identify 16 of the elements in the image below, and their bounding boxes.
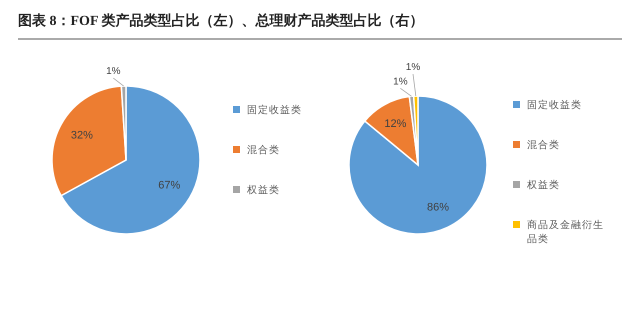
legend-label: 权益类 [526, 178, 560, 191]
legend-label: 权益类 [246, 184, 280, 196]
legend-label: 固定收益类 [247, 104, 302, 116]
data-label: 1% [106, 66, 121, 78]
legend-label: 混合类 [247, 144, 280, 156]
data-label: 32% [70, 130, 94, 142]
data-label: 1% [393, 76, 408, 88]
data-label: 1% [406, 62, 420, 74]
data-label: 86% [426, 201, 450, 214]
data-label: 12% [384, 118, 407, 130]
chart-title: 图表 8：FOF 类产品类型占比（左）、总理财产品类型占比（右） [18, 12, 424, 29]
legend-label: 固定收益类 [527, 98, 582, 111]
legend-label: 商品及金融衍生品类 [527, 218, 604, 245]
data-label: 67% [158, 180, 181, 192]
legend-label: 混合类 [527, 138, 560, 151]
pie-slice [348, 95, 488, 235]
